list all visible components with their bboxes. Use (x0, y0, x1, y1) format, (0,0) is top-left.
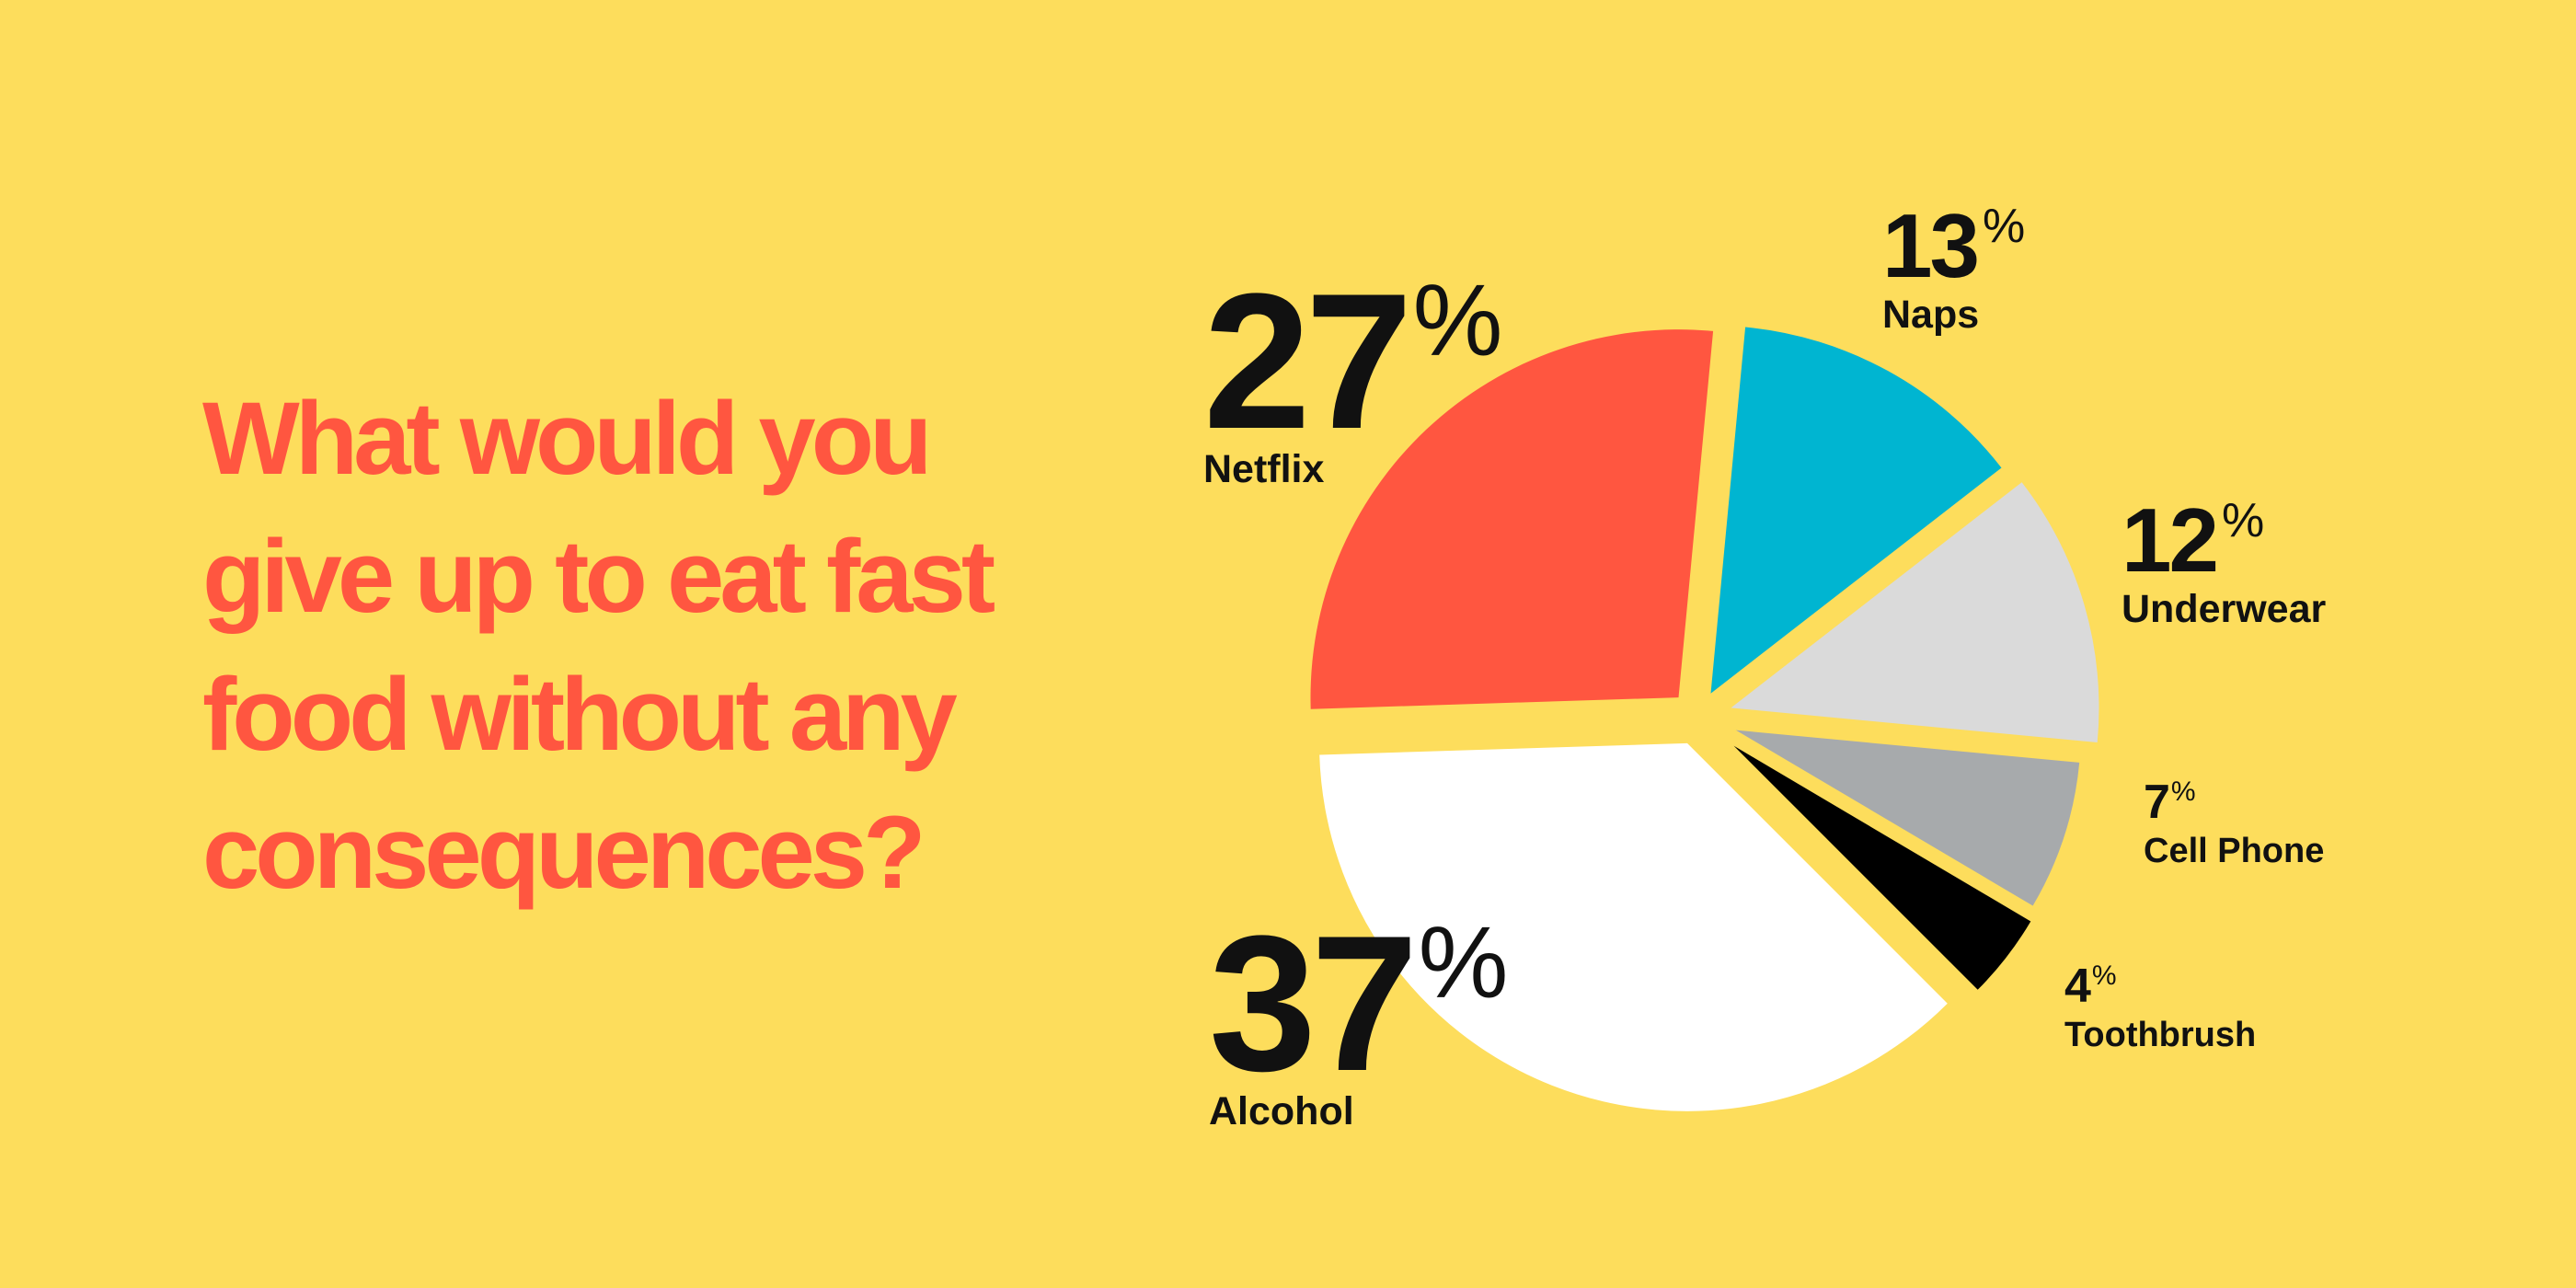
pie-slice-naps (1710, 327, 2002, 694)
unit-cellphone: % (2170, 776, 2196, 807)
value-cellphone: 7 (2144, 776, 2170, 829)
name-underwear: Underwear (2122, 587, 2327, 631)
label-alcohol: 37% Alcohol (1209, 907, 1508, 1134)
value-netflix: 27 (1203, 253, 1413, 469)
pie-slice-toothbrush (1733, 745, 2031, 990)
label-toothbrush: 4% Toothbrush (2064, 962, 2256, 1055)
name-alcohol: Alcohol (1209, 1089, 1354, 1133)
unit-netflix: % (1412, 264, 1503, 377)
value-naps: 13 (1882, 195, 1980, 296)
label-cellphone: 7% Cell Phone (2144, 778, 2324, 871)
value-alcohol: 37 (1209, 895, 1419, 1111)
value-underwear: 12 (2122, 489, 2219, 591)
pie-slice-alcohol (1319, 742, 1948, 1111)
name-cellphone: Cell Phone (2144, 832, 2325, 870)
label-naps: 13% Naps (1882, 201, 2025, 338)
pie-slice-netflix (1310, 329, 1714, 709)
name-netflix: Netflix (1203, 447, 1325, 491)
value-toothbrush: 4 (2064, 960, 2091, 1013)
label-netflix: 27% Netflix (1203, 265, 1502, 492)
unit-toothbrush: % (2091, 960, 2117, 991)
unit-naps: % (1983, 200, 2026, 253)
name-toothbrush: Toothbrush (2064, 1016, 2257, 1054)
pie-slice-cell-phone (1735, 730, 2080, 906)
name-naps: Naps (1882, 293, 1980, 337)
chart-title: What would you give up to eat fast food … (202, 381, 995, 910)
unit-alcohol: % (1418, 906, 1509, 1019)
pie-slice-underwear (1731, 482, 2099, 742)
label-underwear: 12% Underwear (2122, 495, 2326, 632)
unit-underwear: % (2222, 494, 2265, 547)
